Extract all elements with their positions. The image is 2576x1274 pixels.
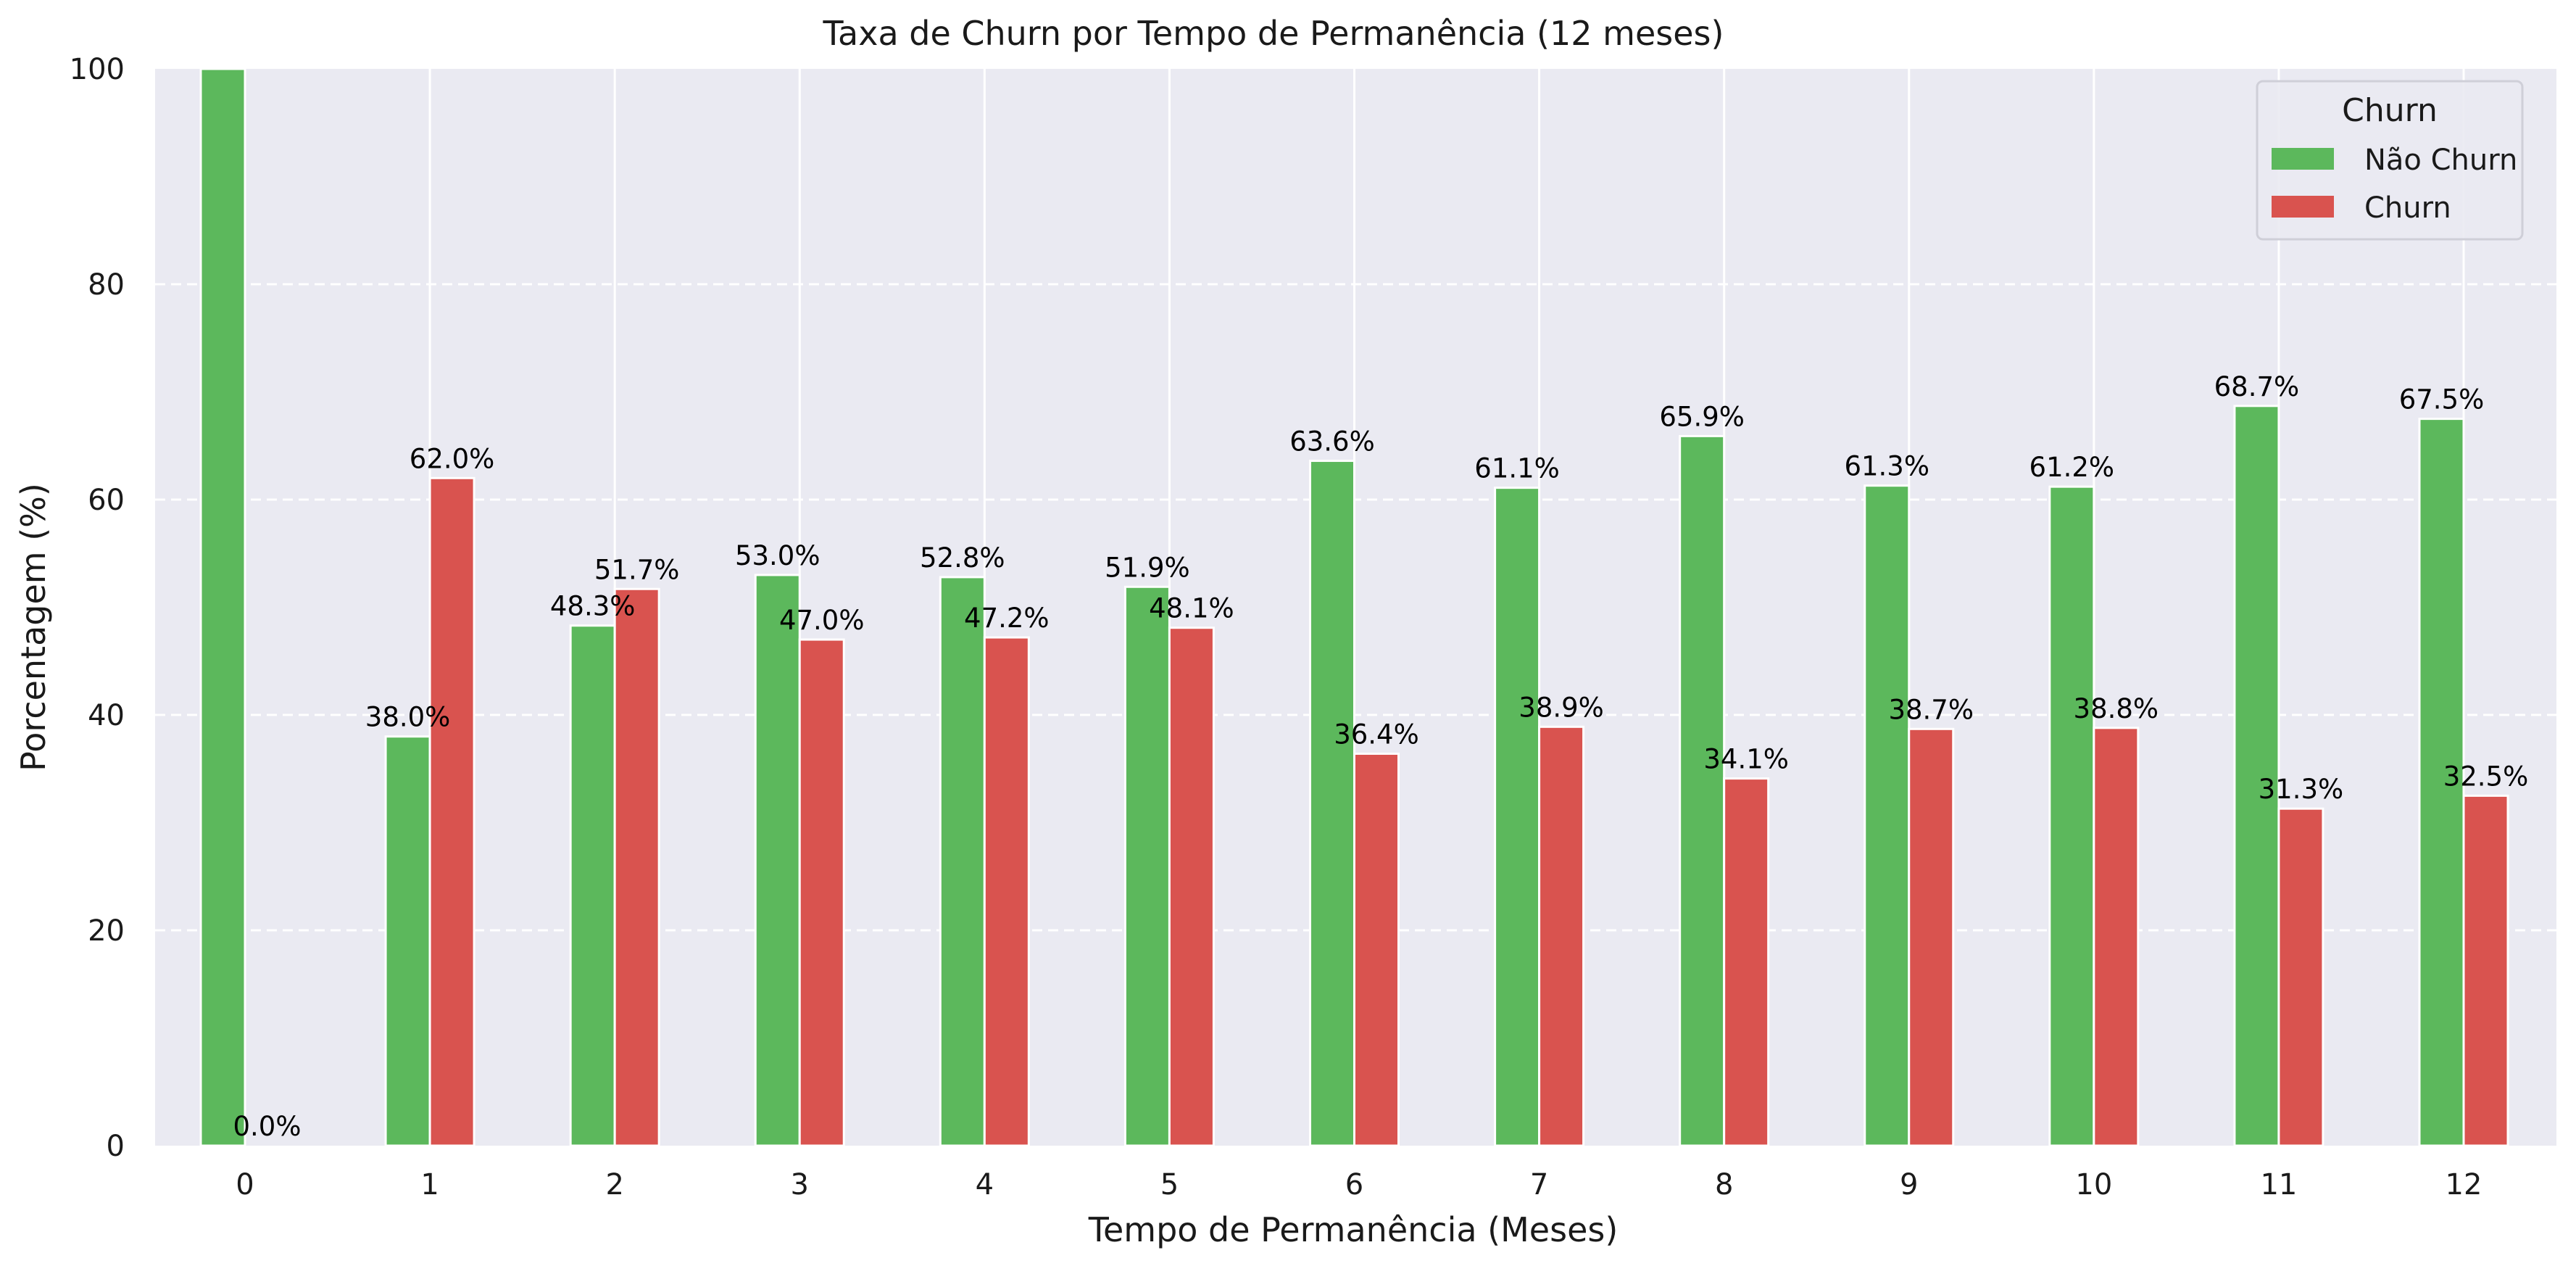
x-tick-label-6: 6	[1345, 1168, 1363, 1201]
bar-nao-churn-6	[1309, 460, 1355, 1147]
data-label-churn-3: 47.0%	[779, 605, 865, 636]
data-label-churn-7: 38.9%	[1518, 692, 1604, 723]
bars	[199, 67, 2509, 1147]
data-label-churn-12: 32.5%	[2443, 761, 2529, 792]
bar-churn-9	[1908, 727, 1955, 1147]
y-tick-label-0: 0	[107, 1130, 125, 1163]
legend-swatch-churn	[2272, 196, 2334, 218]
legend-swatch-nao-churn	[2272, 148, 2334, 170]
data-label-churn-6: 36.4%	[1334, 719, 1419, 750]
data-label-churn-2: 51.7%	[594, 554, 680, 585]
data-label-churn-4: 47.2%	[964, 603, 1050, 634]
y-tick-label-60: 60	[88, 484, 125, 517]
bar-nao-churn-11	[2233, 405, 2280, 1147]
data-label-churn-0: 0.0%	[233, 1111, 302, 1142]
bar-churn-7	[1538, 725, 1585, 1147]
bar-nao-churn-7	[1494, 487, 1541, 1147]
data-label-churn-5: 48.1%	[1149, 593, 1234, 624]
bar-churn-6	[1353, 752, 1400, 1147]
data-label-churn-9: 38.7%	[1888, 694, 1974, 725]
legend-label-churn: Churn	[2364, 191, 2451, 225]
bar-nao-churn-12	[2418, 418, 2465, 1147]
data-label-nao-churn-3: 53.0%	[735, 540, 820, 571]
bar-churn-1	[428, 476, 475, 1147]
data-label-nao-churn-12: 67.5%	[2399, 384, 2485, 415]
bar-churn-12	[2462, 794, 2509, 1147]
chart-title: Taxa de Churn por Tempo de Permanência (…	[823, 14, 1724, 53]
legend-title: Churn	[2342, 92, 2438, 129]
bar-nao-churn-9	[1864, 484, 1911, 1147]
bar-nao-churn-4	[939, 576, 986, 1147]
x-tick-label-0: 0	[236, 1168, 254, 1201]
x-tick-label-3: 3	[791, 1168, 809, 1201]
data-label-churn-10: 38.8%	[2074, 693, 2159, 724]
data-label-nao-churn-5: 51.9%	[1105, 552, 1190, 583]
data-label-nao-churn-9: 61.3%	[1844, 451, 1929, 482]
legend: Churn Não Churn Churn	[2256, 80, 2524, 241]
data-label-nao-churn-4: 52.8%	[920, 542, 1005, 574]
bar-nao-churn-10	[2048, 485, 2095, 1147]
bar-nao-churn-5	[1123, 585, 1171, 1147]
x-tick-label-7: 7	[1530, 1168, 1548, 1201]
bar-nao-churn-8	[1679, 434, 1726, 1147]
bar-churn-5	[1168, 626, 1215, 1147]
y-tick-label-20: 20	[88, 914, 125, 948]
y-axis-label: Porcentagem (%)	[14, 483, 53, 772]
bar-churn-4	[983, 636, 1030, 1147]
bar-churn-11	[2277, 807, 2324, 1147]
data-label-nao-churn-2: 48.3%	[550, 591, 636, 622]
x-axis-label: Tempo de Permanência (Meses)	[1088, 1210, 1619, 1249]
bar-nao-churn-3	[754, 574, 801, 1147]
data-label-nao-churn-10: 61.2%	[2029, 452, 2115, 483]
x-tick-label-8: 8	[1715, 1168, 1733, 1201]
data-label-nao-churn-11: 68.7%	[2214, 371, 2300, 402]
x-tick-label-11: 11	[2260, 1168, 2297, 1201]
data-label-nao-churn-7: 61.1%	[1474, 453, 1560, 484]
legend-label-nao-churn: Não Churn	[2364, 144, 2517, 177]
data-label-churn-1: 62.0%	[410, 443, 495, 474]
bar-nao-churn-0	[199, 67, 246, 1147]
x-tick-label-4: 4	[976, 1168, 994, 1201]
x-tick-label-10: 10	[2075, 1168, 2112, 1201]
data-label-nao-churn-1: 38.0%	[365, 702, 451, 733]
x-tick-label-12: 12	[2446, 1168, 2482, 1201]
data-label-nao-churn-6: 63.6%	[1289, 426, 1375, 458]
bar-churn-8	[1723, 777, 1770, 1147]
data-labels: 38.0% 48.3% 53.0% 52.8% 51.9% 63.6% 61.1% 65.9%…	[233, 371, 2529, 1142]
y-tick-label-80: 80	[88, 268, 125, 302]
y-tick-label-40: 40	[88, 699, 125, 732]
data-label-nao-churn-8: 65.9%	[1659, 401, 1745, 432]
data-label-churn-8: 34.1%	[1703, 744, 1789, 775]
bar-churn-10	[2093, 727, 2140, 1147]
bar-churn-3	[798, 638, 845, 1147]
x-tick-label-5: 5	[1160, 1168, 1179, 1201]
x-tick-label-9: 9	[1900, 1168, 1918, 1201]
x-tick-label-1: 1	[420, 1168, 439, 1201]
data-label-churn-11: 31.3%	[2259, 774, 2344, 805]
bar-churn-2	[613, 587, 660, 1147]
x-tick-label-2: 2	[605, 1168, 623, 1201]
y-tick-label-100: 100	[70, 53, 125, 86]
bar-nao-churn-2	[569, 624, 616, 1147]
bar-nao-churn-1	[384, 735, 431, 1147]
